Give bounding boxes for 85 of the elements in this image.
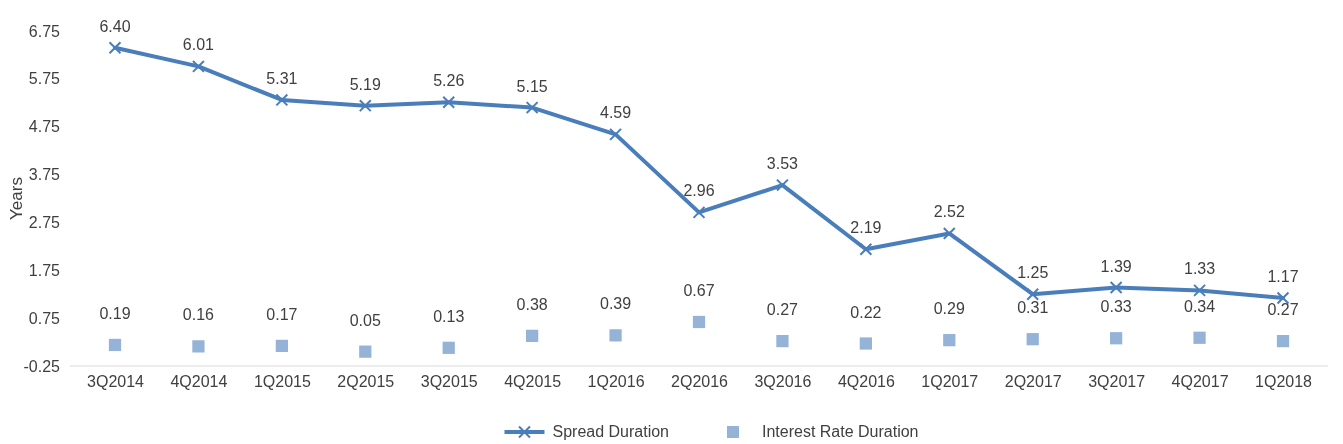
x-tick-label: 3Q2016 xyxy=(754,373,812,391)
point xyxy=(525,101,539,115)
x-tick-label: 3Q2014 xyxy=(87,373,145,391)
data-label: 0.39 xyxy=(600,295,632,313)
y-tick-label: -0.25 xyxy=(23,357,61,375)
data-label: 0.19 xyxy=(99,304,131,322)
point xyxy=(108,338,122,352)
x-tick-label: 4Q2017 xyxy=(1171,373,1229,391)
point xyxy=(942,226,956,240)
x-tick-label: 4Q2015 xyxy=(504,373,562,391)
data-label: 0.27 xyxy=(766,301,799,319)
data-label: 1.17 xyxy=(1267,268,1299,286)
y-tick-label: 2.75 xyxy=(28,214,61,232)
point xyxy=(275,93,289,107)
point xyxy=(526,329,539,342)
y-tick-label: 0.75 xyxy=(28,309,61,327)
data-label: 0.17 xyxy=(266,305,298,323)
point xyxy=(609,329,622,342)
data-label: 0.27 xyxy=(1267,301,1299,319)
point xyxy=(275,339,288,353)
point xyxy=(776,334,789,348)
point xyxy=(1276,334,1290,348)
legend-label: Spread Duration xyxy=(552,423,669,440)
data-label: 4.59 xyxy=(600,104,632,122)
y-tick-label: 5.75 xyxy=(28,70,61,88)
x-tick-label: 1Q2018 xyxy=(1255,373,1313,391)
point xyxy=(775,178,789,192)
data-label: 2.96 xyxy=(683,182,715,200)
x-tick-label: 2Q2015 xyxy=(337,373,395,391)
legend-label: Interest Rate Duration xyxy=(761,423,919,440)
data-label: 2.19 xyxy=(850,219,882,237)
point xyxy=(191,59,205,73)
point xyxy=(1026,287,1040,301)
point xyxy=(358,99,372,113)
point xyxy=(692,315,706,329)
point xyxy=(359,345,372,358)
data-label: 0.31 xyxy=(1017,299,1049,317)
point xyxy=(1193,331,1206,344)
point xyxy=(1109,281,1123,294)
data-label: 5.19 xyxy=(349,75,381,93)
y-tick-label: 6.75 xyxy=(28,22,61,40)
point xyxy=(692,205,706,219)
x-tick-label: 3Q2017 xyxy=(1088,373,1146,391)
data-label: 0.67 xyxy=(683,281,715,299)
data-label: 5.31 xyxy=(266,69,298,87)
data-label: 0.29 xyxy=(933,300,965,318)
data-label: 0.33 xyxy=(1100,298,1132,316)
data-label: 0.13 xyxy=(433,307,465,325)
y-tick-label: 1.75 xyxy=(28,261,61,279)
data-label: 1.39 xyxy=(1100,257,1132,275)
x-tick-label: 4Q2016 xyxy=(837,373,895,391)
point xyxy=(609,127,623,141)
point xyxy=(1026,333,1039,346)
y-tick-label: 3.75 xyxy=(28,166,61,184)
x-tick-label: 1Q2017 xyxy=(921,373,979,391)
data-label: 6.01 xyxy=(182,36,215,54)
data-label: 2.52 xyxy=(933,203,965,221)
point xyxy=(442,341,455,354)
point xyxy=(943,334,956,347)
data-label: 5.26 xyxy=(433,72,465,90)
data-label: 0.22 xyxy=(850,303,882,321)
point xyxy=(442,95,456,109)
data-label: 0.34 xyxy=(1184,297,1216,315)
data-label: 3.53 xyxy=(766,155,799,173)
data-label: 1.25 xyxy=(1017,264,1049,282)
x-tick-label: 1Q2016 xyxy=(587,373,645,391)
point xyxy=(192,340,205,353)
point xyxy=(859,337,872,350)
x-tick-label: 3Q2015 xyxy=(420,373,478,391)
data-label: 0.05 xyxy=(349,311,381,329)
point xyxy=(108,41,122,55)
y-tick-label: 4.75 xyxy=(28,118,61,136)
data-label: 5.15 xyxy=(516,77,548,95)
data-label: 0.38 xyxy=(516,295,548,313)
point xyxy=(859,242,873,256)
point xyxy=(1110,332,1123,345)
data-label: 0.16 xyxy=(182,306,215,324)
data-label: 1.33 xyxy=(1184,260,1216,278)
y-axis-title: Years xyxy=(7,177,26,220)
x-tick-label: 2Q2016 xyxy=(671,373,729,391)
x-tick-label: 1Q2015 xyxy=(253,373,311,391)
x-tick-label: 2Q2017 xyxy=(1004,373,1062,391)
x-tick-label: 4Q2014 xyxy=(170,373,228,391)
point xyxy=(1193,283,1207,297)
data-label: 6.40 xyxy=(99,17,131,35)
